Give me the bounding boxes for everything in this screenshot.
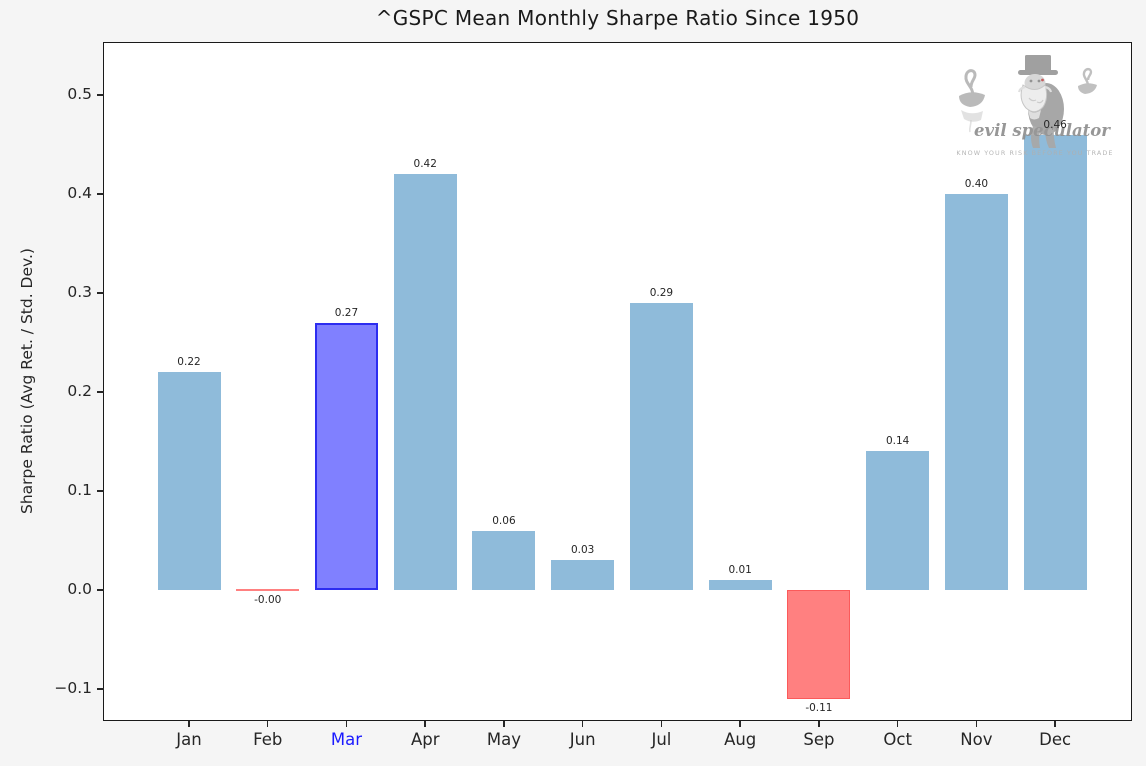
y-tick-label: 0.3 — [67, 282, 92, 301]
x-tick-label-jul: Jul — [651, 730, 672, 749]
bar-value-label-aug: 0.01 — [728, 564, 752, 577]
bar-value-label-jan: 0.22 — [177, 356, 201, 369]
x-tick-mark — [896, 720, 899, 727]
x-tick-mark — [975, 720, 978, 727]
bar-jun — [551, 560, 615, 590]
bar-sep — [787, 590, 851, 699]
bar-feb — [236, 588, 300, 592]
x-tick-mark — [818, 720, 820, 727]
bar-oct — [866, 451, 930, 591]
x-tick-label-sep: Sep — [803, 730, 835, 749]
bar-jul — [629, 302, 693, 590]
bar-may — [472, 530, 536, 590]
x-tick-mark — [266, 720, 269, 727]
bar-value-label-jul: 0.29 — [649, 286, 674, 299]
x-tick-label-may: May — [486, 730, 522, 749]
y-tick-label: 0.2 — [67, 382, 92, 400]
y-tick-mark — [97, 490, 104, 492]
bar-apr — [393, 174, 457, 590]
x-tick-label-mar: Mar — [330, 730, 363, 749]
y-tick-label: 0.1 — [67, 481, 92, 499]
y-tick-label: 0.5 — [67, 84, 92, 103]
x-tick-label-jan: Jan — [176, 730, 202, 749]
x-tick-label-nov: Nov — [960, 730, 993, 749]
bar-value-label-may: 0.06 — [492, 514, 516, 527]
y-tick-mark — [97, 589, 104, 591]
chart-title: ^GSPC Mean Monthly Sharpe Ratio Since 19… — [375, 6, 860, 30]
x-tick-mark — [503, 720, 505, 727]
y-tick-label: 0.0 — [67, 580, 92, 599]
x-tick-label-jun: Jun — [569, 730, 596, 749]
x-tick-label-aug: Aug — [724, 730, 757, 749]
bar-value-label-jun: 0.03 — [570, 544, 595, 557]
bar-value-label-oct: 0.14 — [885, 435, 910, 448]
bar-value-label-dec: 0.46 — [1043, 118, 1067, 131]
bar-value-label-sep: -0.11 — [805, 701, 833, 714]
x-tick-mark — [660, 720, 663, 727]
bar-jan — [157, 372, 221, 591]
x-tick-label-dec: Dec — [1039, 730, 1072, 749]
x-tick-label-apr: Apr — [410, 730, 440, 749]
bar-aug — [708, 580, 772, 590]
y-tick-mark — [97, 94, 104, 96]
x-tick-label-feb: Feb — [253, 730, 283, 749]
x-tick-mark — [581, 720, 584, 727]
bar-value-label-feb: -0.00 — [254, 594, 282, 607]
x-tick-mark — [739, 720, 741, 727]
bar-value-label-mar: 0.27 — [334, 306, 359, 319]
y-tick-mark — [97, 292, 104, 294]
y-tick-label: 0.4 — [67, 183, 92, 202]
x-tick-mark — [188, 720, 190, 727]
bar-dec — [1023, 134, 1087, 591]
y-tick-label: −0.1 — [54, 679, 92, 698]
y-tick-mark — [97, 391, 104, 393]
plot-area: 0.5 0.4 0.3 0.2 0.1 0.0 −0.1 Jan Feb Mar Apr May Ju… — [54, 42, 1132, 749]
x-tick-mark — [424, 720, 426, 727]
y-tick-mark — [97, 688, 104, 690]
y-tick-mark — [97, 193, 104, 195]
bar-value-label-apr: 0.42 — [413, 158, 437, 171]
bar-mar — [314, 322, 378, 590]
x-tick-mark — [345, 720, 348, 727]
x-tick-mark — [1054, 720, 1056, 727]
x-tick-label-oct: Oct — [883, 730, 912, 749]
bar-nov — [944, 193, 1008, 591]
bar-value-label-nov: 0.40 — [964, 177, 989, 190]
